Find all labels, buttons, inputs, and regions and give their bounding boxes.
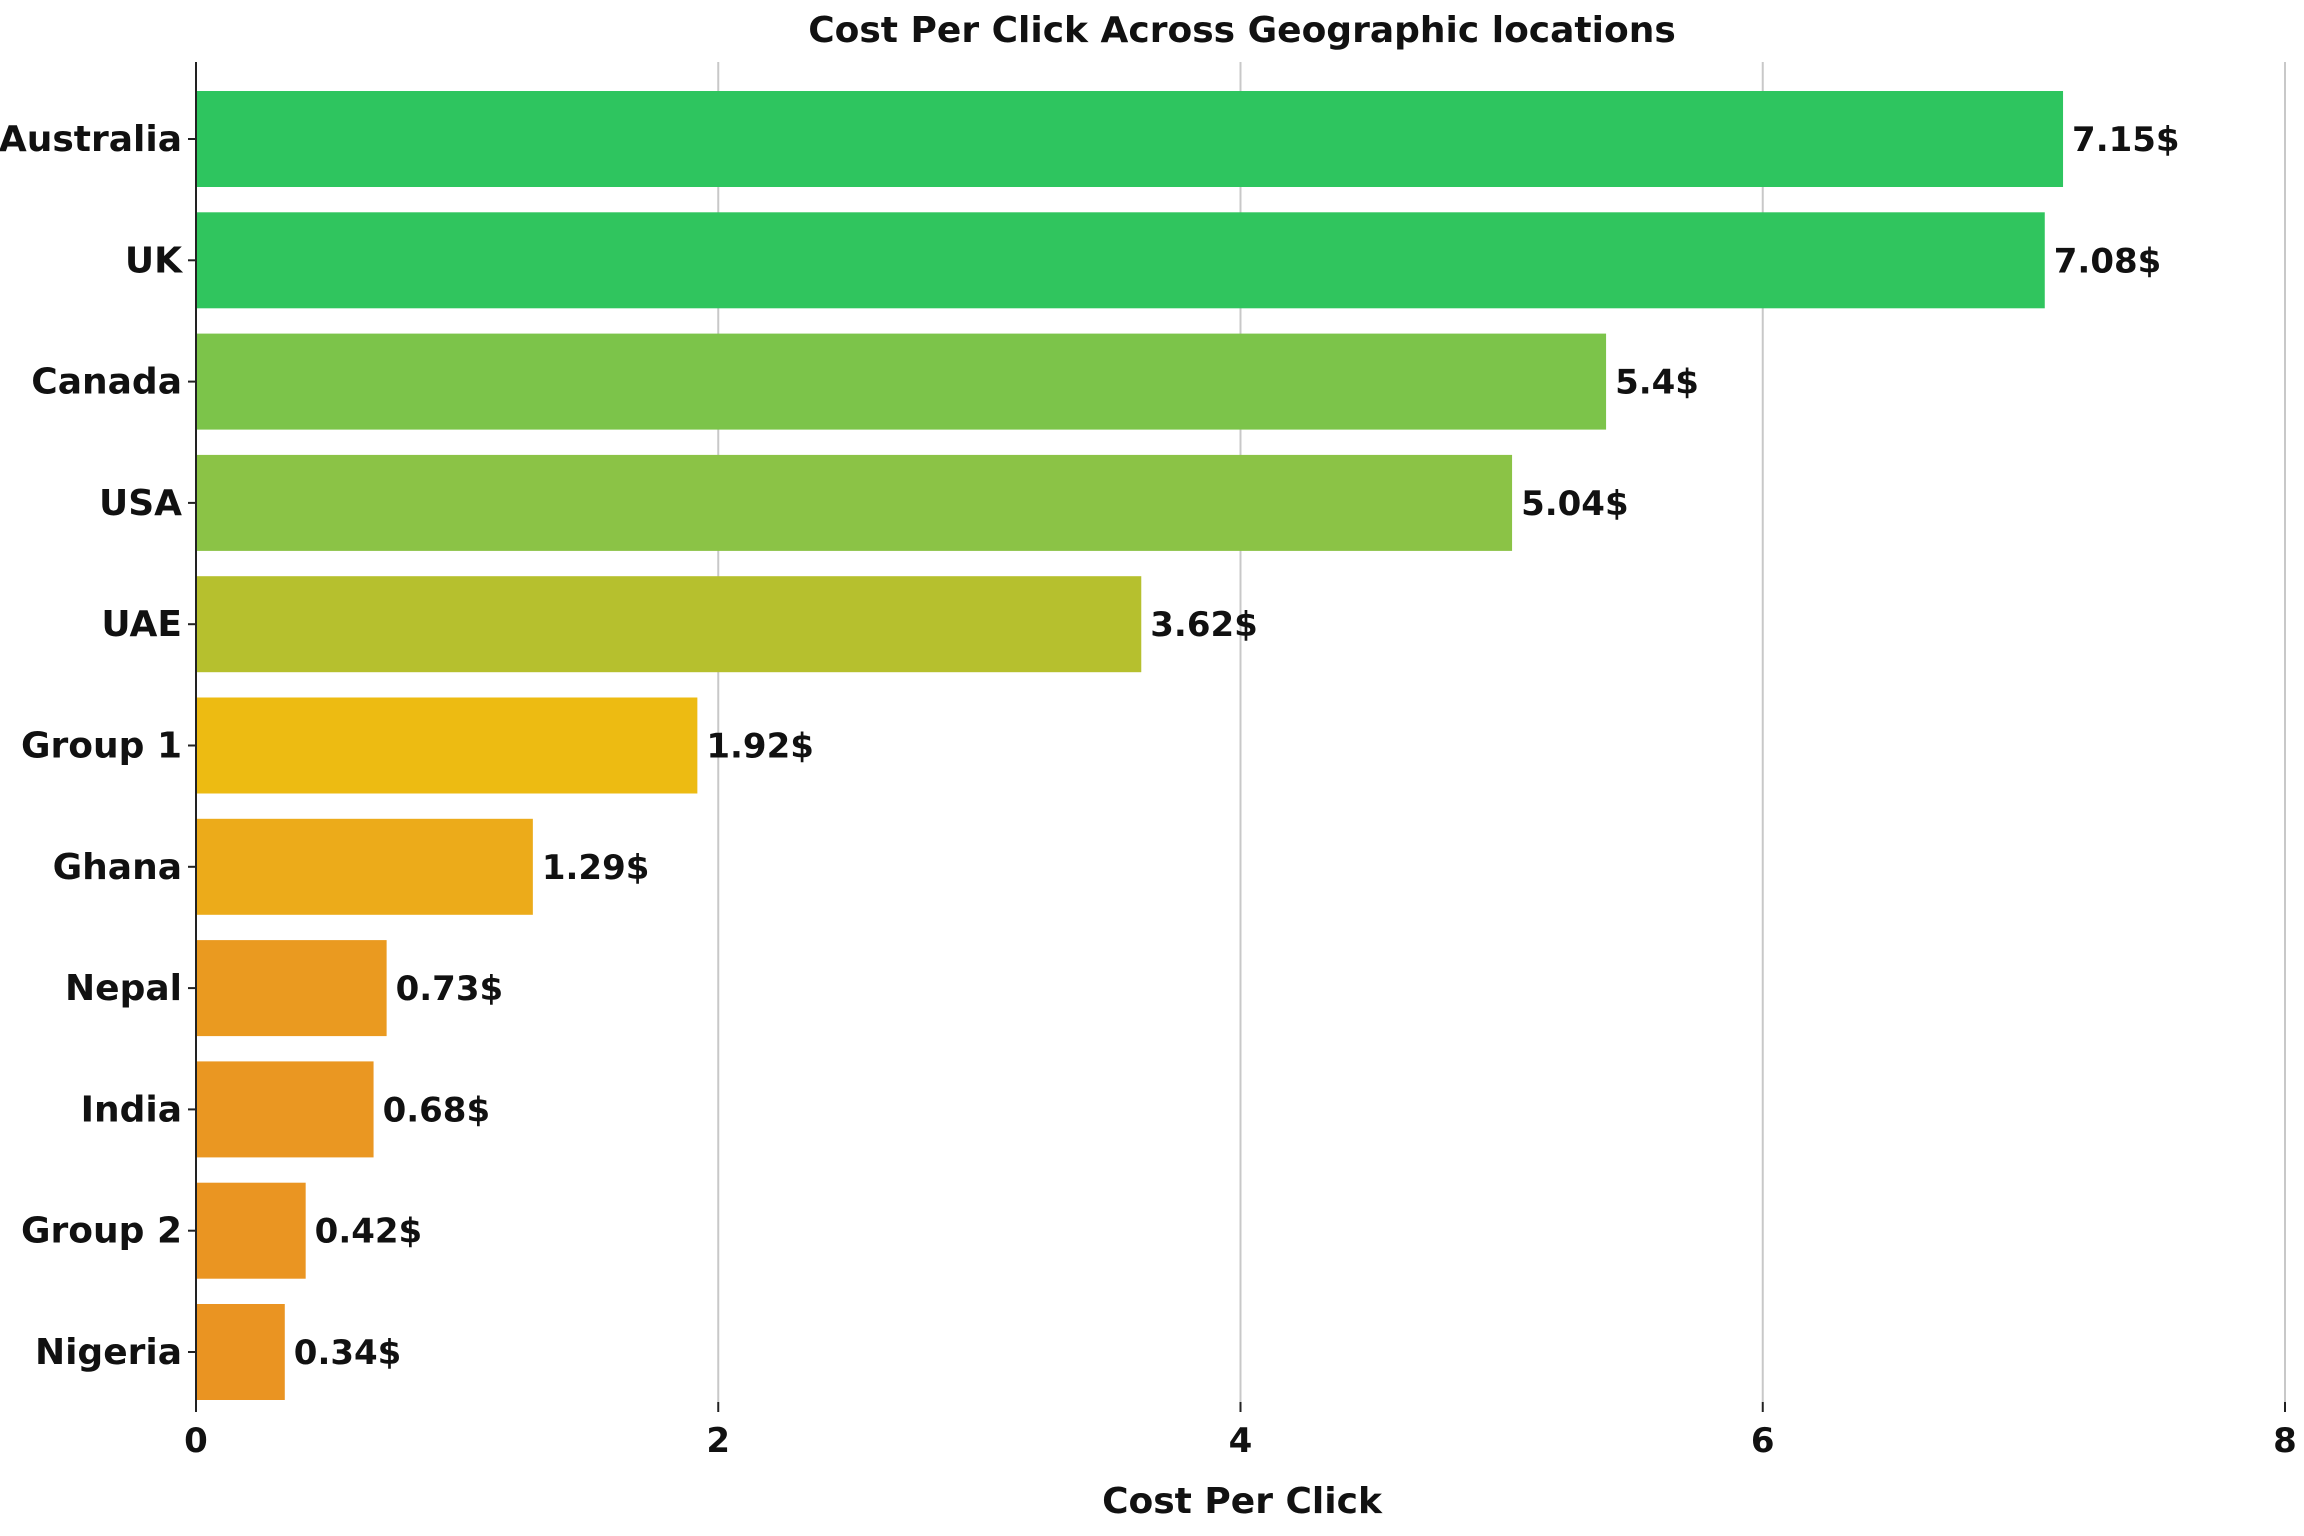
data-label-nepal: 0.73$ <box>396 969 504 1009</box>
category-label-uk: UK <box>125 240 183 281</box>
x-tick-label-0: 0 <box>184 1421 208 1461</box>
bar-uk <box>196 212 2045 309</box>
data-label-canada: 5.4$ <box>1615 363 1699 403</box>
category-label-canada: Canada <box>31 362 182 403</box>
data-label-australia: 7.15$ <box>2072 120 2180 160</box>
x-axis: 0 2 4 6 8 <box>184 62 2297 1461</box>
bar-india <box>196 1061 374 1158</box>
data-label-group-2: 0.42$ <box>315 1212 423 1252</box>
data-label-ghana: 1.29$ <box>542 848 650 888</box>
bar-australia <box>196 91 2064 187</box>
bar-usa <box>196 454 1513 551</box>
bar-uae <box>196 576 1142 673</box>
data-label-nigeria: 0.34$ <box>294 1333 402 1373</box>
category-label-group-1: Group 1 <box>21 726 182 767</box>
category-label-australia: Australia <box>0 119 182 160</box>
chart-title: Cost Per Click Across Geographic locatio… <box>808 10 1676 51</box>
data-label-uae: 3.62$ <box>1150 605 1258 645</box>
bar-ghana <box>196 818 533 915</box>
bar-group-2 <box>196 1182 306 1279</box>
x-axis-label: Cost Per Click <box>1102 1481 1383 1522</box>
category-label-india: India <box>81 1089 182 1130</box>
x-tick-label-4: 4 <box>1229 1421 1253 1461</box>
category-label-nigeria: Nigeria <box>35 1332 182 1373</box>
data-label-group-1: 1.92$ <box>706 727 814 767</box>
category-label-usa: USA <box>99 483 182 524</box>
x-tick-label-8: 8 <box>2273 1421 2297 1461</box>
data-labels: 7.15$ 7.08$ 5.4$ 5.04$ 3.62$ 1.92$ 1.29$ 0.73$ 0… <box>294 120 2180 1373</box>
bar-group-1 <box>196 697 698 794</box>
category-label-ghana: Ghana <box>53 847 182 888</box>
bar-nigeria <box>196 1304 285 1400</box>
bar-canada <box>196 333 1607 430</box>
x-tick-label-2: 2 <box>706 1421 730 1461</box>
x-tick-label-6: 6 <box>1751 1421 1775 1461</box>
bar-nepal <box>196 940 387 1037</box>
category-label-uae: UAE <box>101 604 182 645</box>
category-labels: Australia UK Canada USA UAE Group 1 Ghana Nepal… <box>0 119 196 1373</box>
data-label-uk: 7.08$ <box>2054 241 2162 281</box>
data-label-india: 0.68$ <box>383 1090 491 1130</box>
bars <box>196 91 2064 1400</box>
category-label-group-2: Group 2 <box>21 1211 182 1252</box>
category-label-nepal: Nepal <box>65 968 182 1009</box>
data-label-usa: 5.04$ <box>1521 484 1629 524</box>
